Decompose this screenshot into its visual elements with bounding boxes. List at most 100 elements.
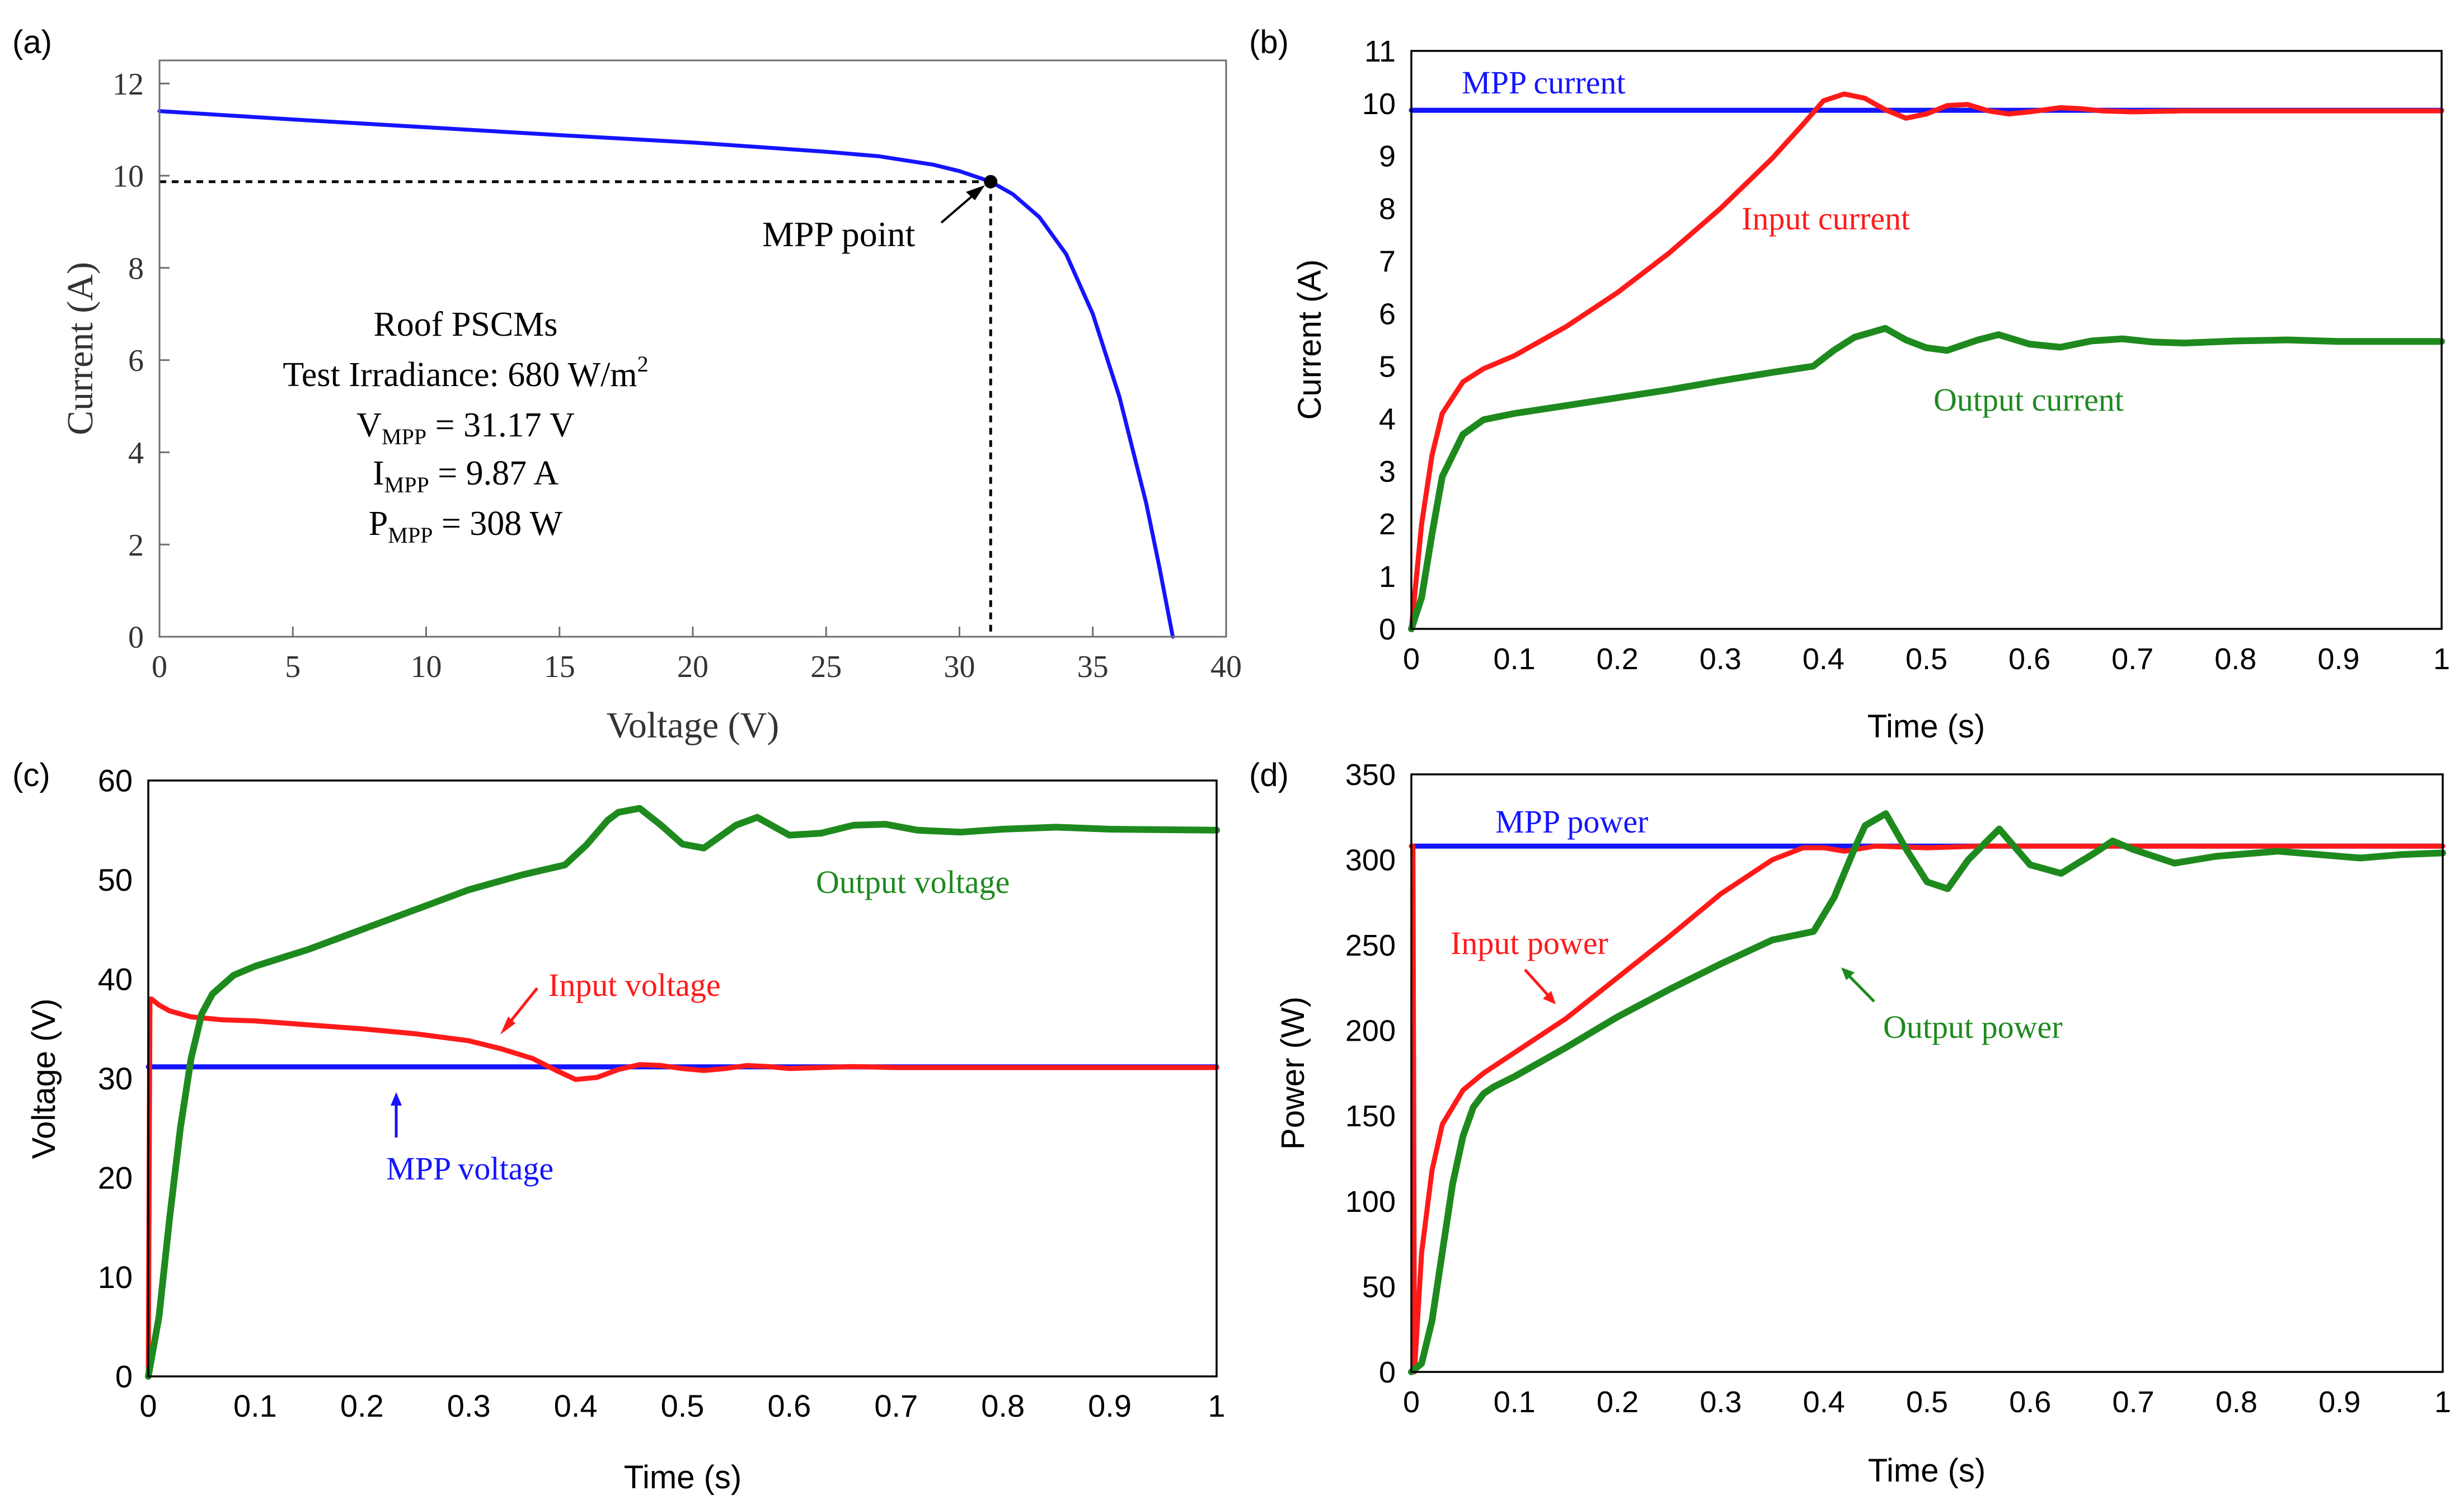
panel-c-xtick-label: 1 [1208, 1388, 1225, 1423]
panel-b-ylabel: Current (A) [1292, 260, 1328, 420]
panel-d-xtick-label: 0 [1403, 1385, 1420, 1419]
panel-c-xtick-label: 0.9 [1088, 1388, 1132, 1423]
input-power-arrow [1524, 969, 1551, 999]
panel-c-label: (c) [12, 757, 50, 793]
panel-a-series [157, 109, 1175, 639]
panel-d-xtick-label: 0.4 [1803, 1385, 1845, 1419]
panel-c-xtick-label: 0.1 [233, 1388, 277, 1423]
panel-c-ytick-label: 40 [98, 962, 133, 997]
panel-d: (d) 0 0.1 0.2 0.3 0.4 0.5 0.6 0.7 0.8 0.9 1 0 50 100 1… [1249, 757, 2451, 1489]
input-power-label: Input power [1451, 925, 1608, 961]
panel-a-xtick-label: 25 [810, 650, 842, 684]
panel-b-xtick-label: 0.4 [1803, 642, 1845, 676]
panel-a-ytick-label: 10 [112, 159, 144, 194]
info-vmpp-sym: V [356, 406, 382, 444]
panel-b: (b) 0 0.1 0.2 0.3 0.4 0.5 0.6 0.7 0.8 0.9 10123456… [1249, 24, 2450, 745]
info-impp-sym: I [373, 454, 384, 492]
mpp-voltage-label: MPP voltage [386, 1150, 553, 1187]
panel-b-xtick-label: 0.9 [2317, 642, 2359, 676]
panel-c-ytick-label: 0 [115, 1359, 133, 1394]
panel-b-label: (b) [1249, 24, 1289, 60]
info-impp: IMPP = 9.87 A [373, 454, 558, 497]
panel-d-ytick-label: 0 [1379, 1356, 1396, 1389]
panel-c-xtick-label: 0.5 [661, 1388, 705, 1423]
panel-d-ytick-label: 200 [1345, 1014, 1396, 1048]
info-title: Roof PSCMs [373, 305, 557, 344]
panel-b-xtick-label: 0.1 [1494, 642, 1536, 676]
panel-c-xtick-label: 0.7 [874, 1388, 918, 1423]
panel-b-ytick-label: 11 [1364, 35, 1396, 68]
series-input-power-line [1409, 843, 2446, 1375]
output-current-label: Output current [1933, 382, 2124, 418]
panel-c-xtick-label: 0.3 [447, 1388, 491, 1423]
panel-c-xtick-label: 0.6 [767, 1388, 811, 1423]
info-vmpp-sub: MPP [382, 424, 426, 449]
panel-b-xlabel: Time (s) [1867, 708, 1985, 745]
info-impp-val: = 9.87 A [429, 454, 559, 492]
panel-a-xtick-label: 30 [944, 650, 975, 684]
series-output-current-line [1408, 325, 2445, 632]
panel-d-xtick-label: 0.8 [2216, 1385, 2258, 1419]
panel-b-ytick-label: 1 [1379, 560, 1396, 594]
panel-b-ytick-label: 9 [1379, 140, 1396, 173]
info-irradiance-text: Test Irradiance: 680 W/m [283, 356, 637, 394]
panel-c-xtick-label: 0 [139, 1388, 157, 1423]
panel-b-xtick-label: 0.2 [1597, 642, 1639, 676]
input-voltage-arrowhead [500, 1017, 515, 1035]
info-irradiance: Test Irradiance: 680 W/m2 [283, 351, 648, 394]
panel-a-xtick-label: 5 [285, 650, 301, 684]
panel-b-ytick-label: 4 [1379, 402, 1396, 436]
panel-d-ytick-label: 300 [1345, 843, 1396, 877]
panel-c-xtick-label: 0.2 [340, 1388, 384, 1423]
series-output-power-line [1408, 810, 2446, 1375]
panel-d-ylabel: Power (W) [1275, 996, 1311, 1150]
panel-a-xlabel: Voltage (V) [607, 705, 780, 746]
panel-a-ytick-label: 8 [128, 251, 144, 286]
panel-b-xtick-label: 0.3 [1700, 642, 1742, 676]
panel-d-series [1408, 810, 2446, 1375]
panel-d-xtick-label: 1 [2434, 1385, 2451, 1419]
panel-b-xtick-label: 0.5 [1906, 642, 1947, 676]
panel-c-xtick-label: 0.8 [981, 1388, 1025, 1423]
panel-c-ytick-label: 50 [98, 862, 133, 897]
info-pmpp: PMPP = 308 W [369, 505, 563, 548]
panel-d-frame [1410, 773, 2444, 1373]
panel-d-xtick-label: 0.6 [2009, 1385, 2051, 1419]
panel-c-frame [147, 779, 1218, 1378]
panel-a-xtick-label: 10 [411, 650, 442, 684]
mpp-point-label: MPP point [762, 214, 916, 254]
output-power-arrowhead [1841, 967, 1855, 980]
input-current-label: Input current [1742, 200, 1910, 237]
info-pmpp-sub: MPP [388, 523, 433, 548]
panel-a-frame [158, 59, 1227, 638]
input-power-arrowhead [1543, 991, 1556, 1004]
panel-b-frame [1410, 50, 2443, 630]
panel-b-xtick-label: 0 [1403, 642, 1420, 676]
panel-b-xtick-label: 0.6 [2008, 642, 2050, 676]
panel-c-xtick-label: 0.4 [554, 1388, 598, 1423]
panel-c-ylabel: Voltage (V) [26, 999, 62, 1159]
info-irradiance-sup: 2 [637, 351, 649, 377]
panel-d-xlabel: Time (s) [1868, 1452, 1986, 1489]
panel-d-xtick-label: 0.1 [1494, 1385, 1536, 1419]
panel-b-ytick-label: 3 [1379, 455, 1396, 488]
panel-d-xtick-label: 0.9 [2318, 1385, 2360, 1419]
panel-d-xtick-label: 0.7 [2113, 1385, 2155, 1419]
panel-c-xlabel: Time (s) [624, 1459, 741, 1496]
panel-b-xtick-label: 1 [2433, 642, 2450, 676]
panel-c-series [145, 805, 1220, 1380]
panel-a-ytick-label: 6 [128, 344, 144, 378]
mpp-current-label: MPP current [1462, 64, 1626, 101]
mpp-point-marker [984, 175, 998, 189]
panel-a-ytick-label: 4 [128, 436, 144, 471]
series-i-v-curve-line [157, 109, 1175, 639]
panel-a-ytick-label: 2 [128, 528, 144, 563]
panel-d-xtick-label: 0.2 [1597, 1385, 1639, 1419]
panel-a-xtick-label: 20 [677, 650, 708, 684]
input-voltage-label: Input voltage [548, 967, 721, 1003]
panel-d-ticks: 0 0.1 0.2 0.3 0.4 0.5 0.6 0.7 0.8 0.9 1 0 50 100 150 20… [1345, 758, 2451, 1419]
panel-a-ticks: 0 5 10 15 20 25 30 35 40 0 2 4 6 8 10 12 [112, 67, 1242, 684]
